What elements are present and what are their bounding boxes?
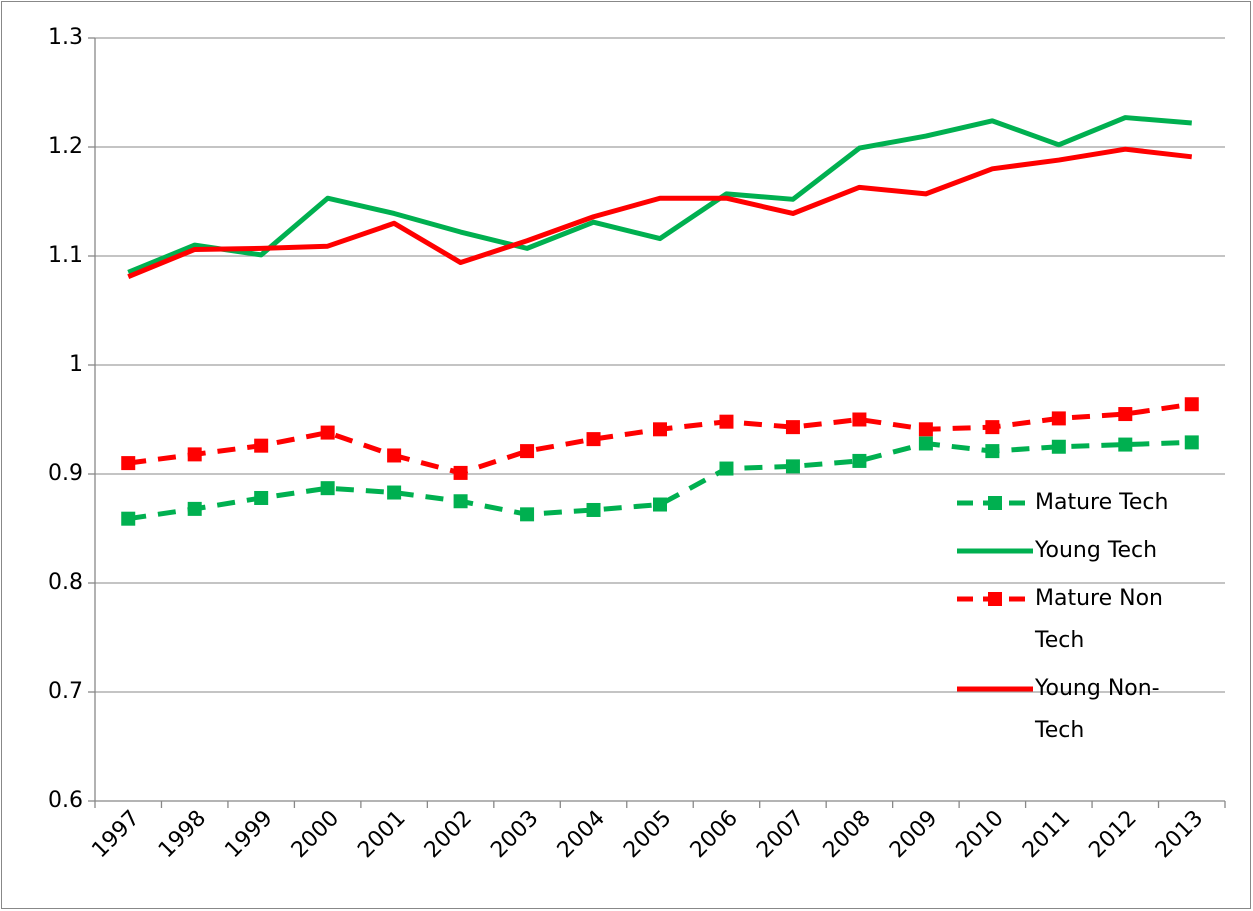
point-marker [653, 422, 667, 437]
x-tick-label: 1997 [87, 806, 144, 863]
point-marker [187, 501, 202, 516]
point-marker [852, 412, 867, 427]
x-tick-label: 1999 [220, 806, 277, 863]
legend-label: Mature Non Tech [1035, 586, 1163, 653]
x-tick-label: 2005 [619, 806, 676, 863]
y-tick-label: 0.9 [48, 461, 83, 486]
y-tick-label: 0.8 [48, 570, 83, 595]
legend-label: Mature Tech [1035, 490, 1169, 515]
y-tick-label: 1.3 [48, 25, 83, 50]
x-tick-label: 2009 [885, 806, 942, 863]
legend-swatch [957, 686, 1033, 692]
point-marker [1051, 439, 1066, 454]
point-marker [387, 485, 402, 500]
legend-entry: Young Tech [955, 530, 1175, 572]
point-marker [320, 481, 335, 496]
legend-swatch [957, 548, 1033, 554]
point-marker [453, 465, 468, 480]
x-tick-label: 2011 [1018, 806, 1075, 863]
x-tick-label: 2002 [420, 806, 477, 863]
point-marker [121, 511, 136, 526]
x-tick-label: 2000 [287, 806, 344, 863]
x-tick-label: 2013 [1151, 806, 1208, 863]
point-marker [985, 444, 1000, 459]
x-tick-label: 2012 [1085, 806, 1142, 863]
series-line [127, 115, 1192, 275]
point-marker [918, 422, 933, 437]
y-tick-label: 1.1 [48, 243, 83, 268]
x-tick-label: 2003 [486, 806, 543, 863]
x-tick-label: 2006 [686, 806, 743, 863]
point-marker [121, 456, 136, 471]
y-tick-label: 1.2 [48, 134, 83, 159]
series-line [127, 439, 1192, 522]
x-tick-label: 2001 [353, 806, 410, 863]
point-marker [719, 461, 734, 476]
point-marker [254, 490, 269, 505]
legend: Mature Tech Young Tech Mature Non Tech Youn… [955, 482, 1175, 758]
point-marker [653, 497, 667, 512]
legend-entry: Young Non-Tech [955, 668, 1175, 752]
point-marker [586, 502, 601, 517]
legend-marker [988, 592, 1002, 606]
point-marker [1051, 411, 1066, 426]
point-marker [852, 453, 867, 468]
x-tick-label: 2004 [553, 806, 610, 863]
legend-marker [988, 496, 1002, 510]
legend-label: Young Tech [1035, 538, 1158, 563]
series-line [127, 401, 1193, 476]
legend-entry: Mature Tech [955, 482, 1175, 524]
x-tick-label: 1998 [154, 806, 211, 863]
series-line [127, 146, 1193, 280]
y-tick-label: 0.7 [48, 679, 83, 704]
point-marker [520, 444, 535, 459]
point-marker [1118, 407, 1133, 422]
point-marker [719, 414, 734, 429]
x-tick-label: 2008 [819, 806, 876, 863]
point-marker [1118, 437, 1133, 452]
point-marker [985, 420, 1000, 435]
point-marker [453, 494, 468, 509]
point-marker [785, 459, 800, 474]
point-marker [520, 507, 535, 522]
legend-label: Young Non-Tech [1035, 676, 1160, 743]
point-marker [254, 438, 269, 453]
x-tick-label: 2010 [952, 806, 1009, 863]
y-tick-label: 0.6 [48, 788, 83, 813]
y-tick-label: 1 [69, 352, 83, 377]
point-marker [785, 420, 800, 435]
point-marker [387, 448, 402, 463]
point-marker [320, 425, 335, 440]
point-marker [918, 436, 933, 451]
point-marker [1184, 435, 1199, 450]
point-marker [187, 447, 202, 462]
point-marker [586, 432, 601, 447]
legend-swatch [957, 592, 1033, 606]
x-tick-label: 2007 [752, 806, 809, 863]
legend-entry: Mature Non Tech [955, 578, 1175, 662]
legend-swatch [957, 496, 1033, 510]
point-marker [1184, 397, 1199, 412]
